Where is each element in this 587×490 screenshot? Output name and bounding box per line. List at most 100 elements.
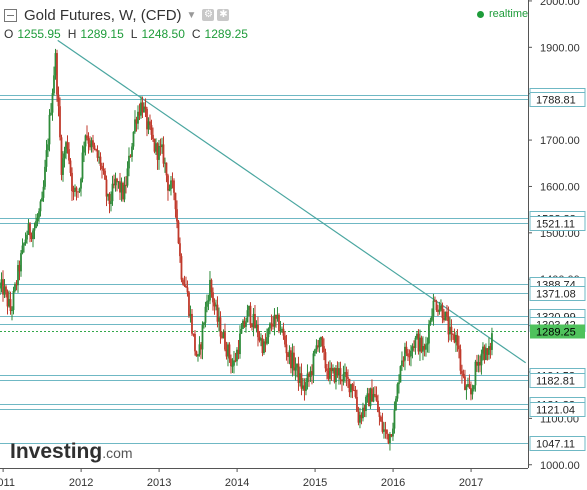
chart-title[interactable]: Gold Futures, W, (CFD) bbox=[24, 6, 182, 24]
candle-body bbox=[471, 389, 474, 395]
candle-body bbox=[87, 138, 90, 144]
candle-body bbox=[66, 142, 69, 150]
candle-body bbox=[392, 428, 394, 437]
candle-body bbox=[120, 182, 123, 193]
candle-body bbox=[143, 106, 145, 113]
settings-icon[interactable]: ⚙ bbox=[202, 9, 215, 21]
candle-body bbox=[396, 384, 399, 399]
candle-body bbox=[432, 300, 435, 317]
candle-body bbox=[479, 362, 481, 366]
candle-body bbox=[293, 352, 295, 371]
candle-body bbox=[332, 368, 334, 372]
candle-body bbox=[189, 313, 192, 316]
candle-body bbox=[125, 184, 127, 186]
candle-body bbox=[323, 346, 325, 353]
candle-body bbox=[45, 150, 48, 167]
candle-body bbox=[275, 314, 277, 319]
candle-body bbox=[344, 372, 346, 374]
candle-body bbox=[245, 322, 247, 327]
investing-logo: Investing .com bbox=[10, 440, 133, 464]
candle-body bbox=[0, 279, 3, 286]
candle-body bbox=[336, 368, 339, 376]
candle-body bbox=[320, 337, 322, 340]
candle-body bbox=[207, 300, 210, 302]
candle-body bbox=[255, 324, 258, 328]
candle-body bbox=[285, 344, 288, 354]
candle-body bbox=[231, 365, 234, 367]
level-label-box bbox=[529, 436, 586, 451]
candle-body bbox=[321, 337, 324, 347]
candle-body bbox=[21, 245, 24, 254]
candle-body bbox=[62, 158, 64, 175]
trendline[interactable] bbox=[57, 39, 527, 364]
candle-body bbox=[414, 337, 417, 348]
candle-body bbox=[360, 414, 363, 419]
candle-body bbox=[465, 386, 468, 390]
horizontal-levels[interactable] bbox=[0, 95, 528, 444]
y-tick-label: 1000.00 bbox=[540, 460, 580, 472]
candle-body bbox=[11, 310, 13, 312]
candle-body bbox=[459, 349, 462, 371]
candle-body bbox=[83, 146, 85, 153]
gear-icon[interactable]: ✱ bbox=[217, 9, 230, 21]
candle-body bbox=[437, 310, 439, 312]
candle-body bbox=[450, 326, 453, 334]
candle-body bbox=[183, 284, 186, 286]
candle-body bbox=[258, 337, 261, 341]
candle-body bbox=[14, 283, 16, 292]
candle-body bbox=[185, 285, 187, 288]
candle-body bbox=[119, 181, 121, 193]
candle-body bbox=[371, 388, 373, 402]
candle-body bbox=[209, 279, 211, 301]
candle-body bbox=[141, 102, 144, 113]
candle-body bbox=[123, 184, 126, 200]
candle-body bbox=[440, 305, 442, 310]
candle-body bbox=[167, 175, 169, 191]
x-tick-label: 2012 bbox=[69, 477, 93, 489]
candle-body bbox=[215, 304, 217, 307]
candle-body bbox=[93, 145, 96, 149]
candle-body bbox=[353, 389, 355, 391]
y-tick-label: 1900.00 bbox=[540, 42, 580, 54]
candle-body bbox=[197, 354, 199, 357]
candle-body bbox=[341, 379, 343, 382]
candle-body bbox=[362, 407, 364, 419]
candle-body bbox=[198, 344, 201, 355]
candle-body bbox=[177, 221, 180, 244]
candle-body bbox=[462, 373, 465, 377]
candle-body bbox=[5, 286, 7, 292]
candle-body bbox=[272, 325, 274, 327]
candle-body bbox=[252, 313, 255, 328]
candle-body bbox=[137, 111, 139, 124]
candle-body bbox=[102, 168, 105, 171]
candle-body bbox=[186, 287, 189, 293]
candle-body bbox=[314, 349, 316, 354]
candle-body bbox=[152, 134, 154, 140]
chevron-down-icon[interactable]: ▼ bbox=[186, 9, 197, 21]
candle-body bbox=[350, 384, 352, 393]
candle-body bbox=[452, 333, 454, 335]
candle-body bbox=[134, 119, 136, 132]
collapse-icon[interactable] bbox=[4, 8, 17, 22]
candle-body bbox=[24, 239, 27, 244]
candle-body bbox=[230, 358, 232, 367]
candle-body bbox=[218, 317, 220, 322]
candle-body bbox=[420, 337, 423, 352]
candle-body bbox=[239, 333, 241, 355]
time-axis[interactable]: 2011 2012 2013 2014 2015 2016 2017 bbox=[0, 468, 528, 489]
candle-body bbox=[111, 183, 114, 202]
trendline-line[interactable] bbox=[57, 39, 527, 364]
candle-body bbox=[287, 353, 289, 357]
candle-body bbox=[150, 125, 153, 135]
candle-body bbox=[455, 334, 457, 343]
candle-body bbox=[351, 384, 354, 390]
y-tick-label: 1600.00 bbox=[540, 181, 580, 193]
candle-body bbox=[354, 389, 357, 397]
candle-body bbox=[204, 306, 207, 323]
x-tick-label: 2016 bbox=[381, 477, 405, 489]
candle-body bbox=[101, 165, 103, 169]
candle-body bbox=[347, 377, 349, 379]
candle-body bbox=[113, 183, 115, 186]
candle-body bbox=[456, 334, 459, 346]
